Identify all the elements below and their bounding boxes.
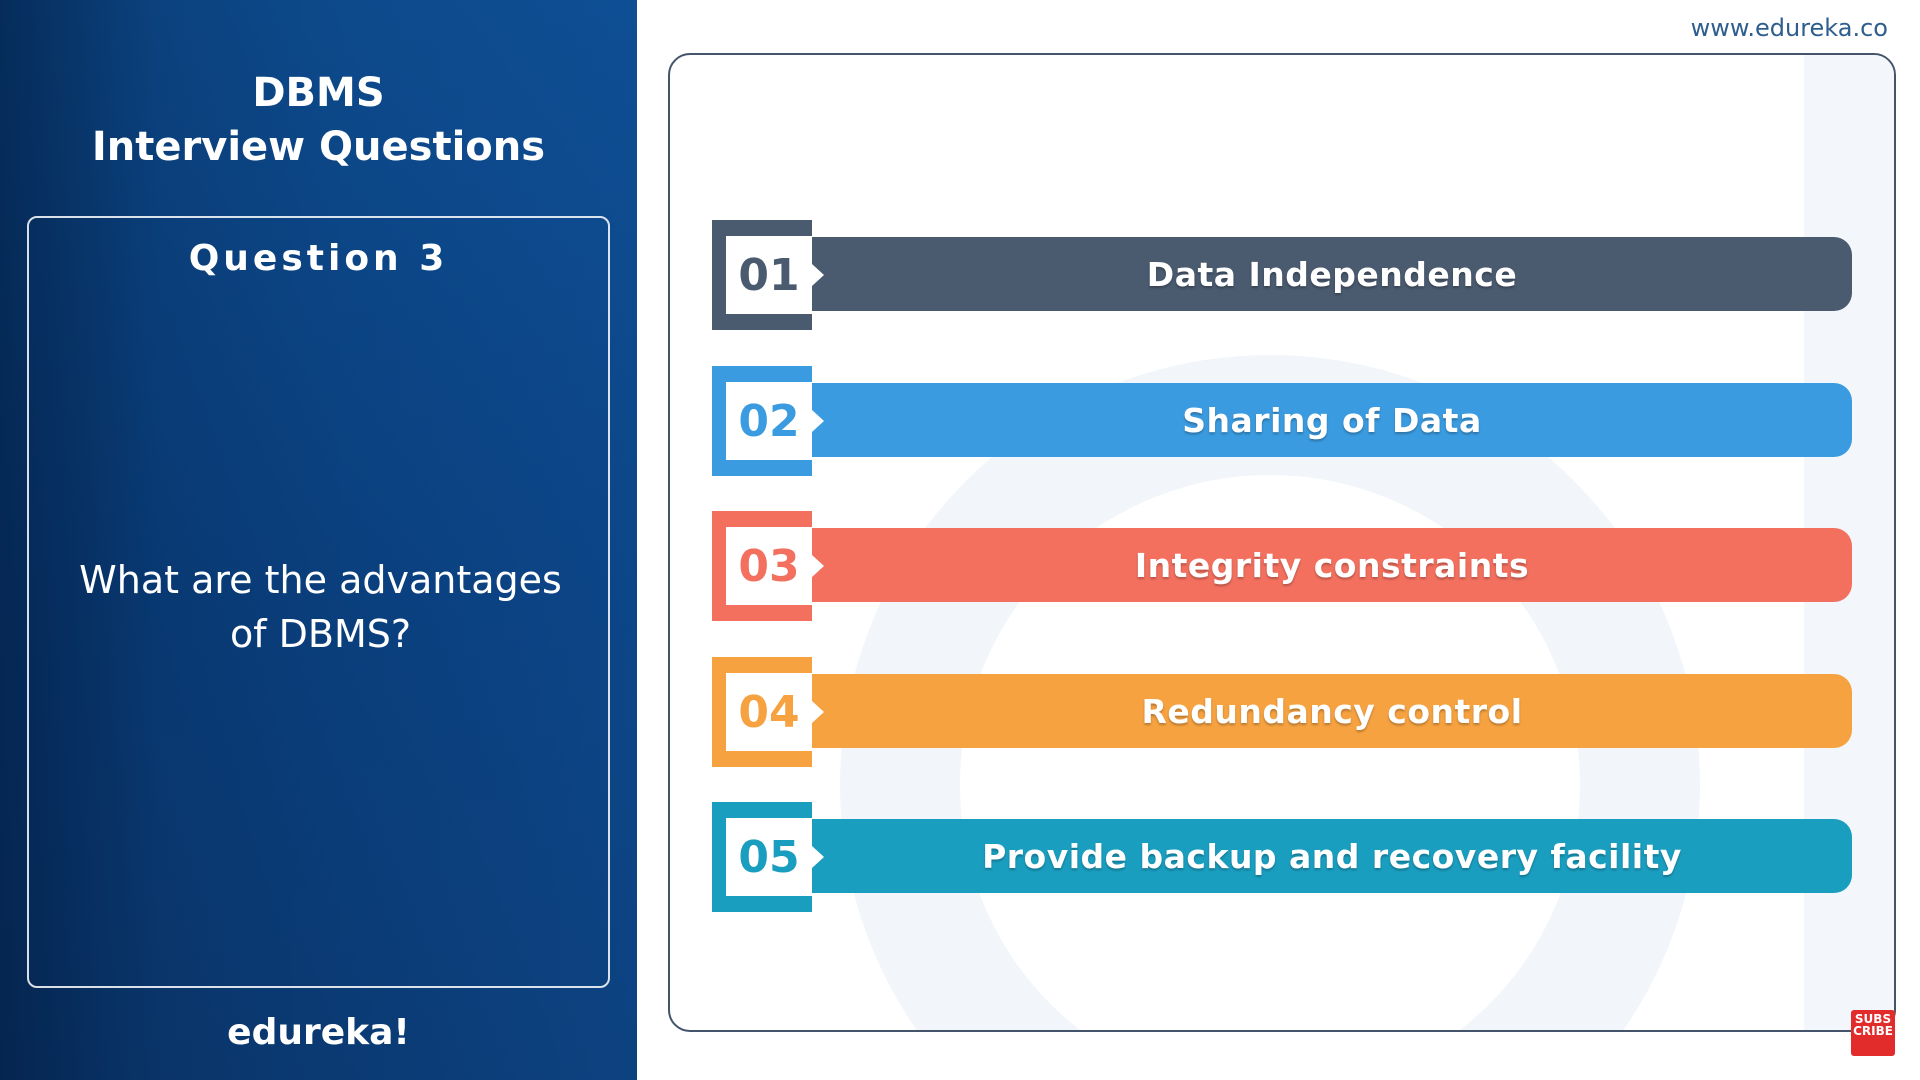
item-label: Integrity constraints: [812, 528, 1852, 602]
question-text: What are the advantages of DBMS?: [79, 558, 562, 656]
list-item: 01 Data Independence: [712, 220, 1852, 330]
item-arrow-icon: [812, 846, 824, 868]
item-number: 05: [726, 818, 812, 896]
item-arrow-icon: [812, 555, 824, 577]
question-card: Question 3 What are the advantages of DB…: [27, 216, 610, 988]
list-item: 02 Sharing of Data: [712, 366, 1852, 476]
list-item: 04 Redundancy control: [712, 657, 1852, 767]
item-number-box: 02: [712, 366, 812, 476]
list-item: 03 Integrity constraints: [712, 511, 1852, 621]
item-label: Provide backup and recovery facility: [812, 819, 1852, 893]
item-number-box: 04: [712, 657, 812, 767]
brand-logo: edureka!: [227, 1012, 410, 1053]
subscribe-button[interactable]: SUBS CRIBE: [1851, 1010, 1895, 1056]
page-title-line2: Interview Questions: [91, 124, 546, 170]
item-number: 04: [726, 673, 812, 751]
item-label: Redundancy control: [812, 674, 1852, 748]
item-number-box: 01: [712, 220, 812, 330]
item-label: Sharing of Data: [812, 383, 1852, 457]
left-panel: DBMS Interview Questions Question 3 What…: [0, 0, 637, 1080]
item-arrow-icon: [812, 701, 824, 723]
question-label: Question 3: [188, 238, 449, 279]
list-item: 05 Provide backup and recovery facility: [712, 802, 1852, 912]
page-title-line1: DBMS: [252, 70, 385, 116]
item-arrow-icon: [812, 410, 824, 432]
item-label: Data Independence: [812, 237, 1852, 311]
website-watermark: www.edureka.co: [1690, 14, 1888, 42]
item-arrow-icon: [812, 264, 824, 286]
subscribe-label: SUBS CRIBE: [1853, 1012, 1893, 1038]
item-number: 03: [726, 527, 812, 605]
item-number: 02: [726, 382, 812, 460]
item-number-box: 05: [712, 802, 812, 912]
item-number-box: 03: [712, 511, 812, 621]
item-number: 01: [726, 236, 812, 314]
